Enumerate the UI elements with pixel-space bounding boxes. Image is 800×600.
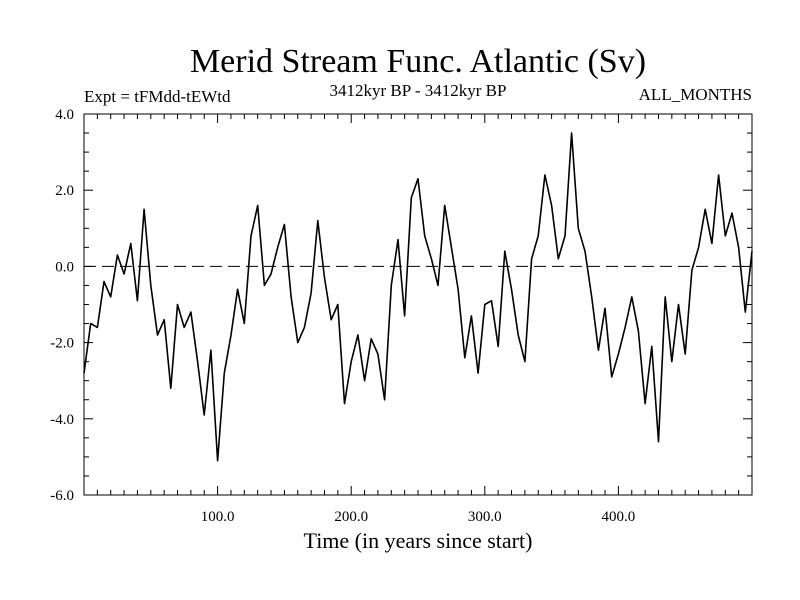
plot-area: 100.0 200.0 300.0 400.0 -6.0 -4.0 -2.0 0.0 2.0 4.…	[50, 107, 753, 525]
series-line	[83, 132, 753, 462]
x-tick-label: 300.0	[468, 509, 502, 525]
x-axis-label: Time (in years since start)	[304, 528, 533, 553]
x-tick-label: 100.0	[201, 509, 235, 525]
plot-frame	[83, 113, 753, 496]
y-tick-label: 2.0	[55, 183, 74, 199]
y-tick-label: -4.0	[50, 412, 74, 428]
period-label: 3412kyr BP - 3412kyr BP	[330, 81, 507, 100]
x-tick-label: 400.0	[602, 509, 636, 525]
x-tick-label: 200.0	[334, 509, 368, 525]
experiment-label: Expt = tFMdd-tEWtd	[84, 87, 231, 106]
y-tick-label: -6.0	[50, 488, 74, 504]
y-tick-label: 4.0	[55, 107, 74, 123]
y-tick-label: -2.0	[50, 336, 74, 352]
months-label: ALL_MONTHS	[639, 85, 752, 104]
chart-title: Merid Stream Func. Atlantic (Sv)	[190, 43, 646, 80]
y-tick-label: 0.0	[55, 259, 74, 275]
